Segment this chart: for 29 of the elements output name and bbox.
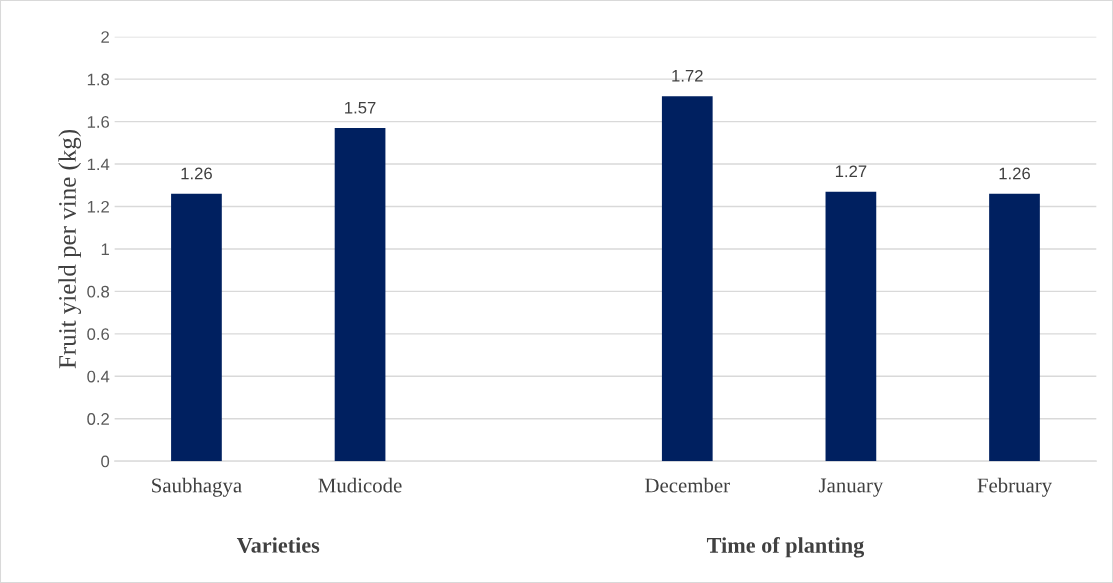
- data-label: 1.27: [835, 165, 867, 178]
- y-axis-title: Fruit yield per vine (kg): [58, 129, 82, 369]
- y-tick-label: 0: [101, 455, 110, 468]
- x-tick-label: Mudicode: [318, 477, 402, 493]
- bar: [334, 127, 386, 462]
- data-label: 1.72: [672, 69, 703, 82]
- y-tick-label: 1.6: [87, 116, 110, 128]
- text: Varieties: [236, 537, 320, 553]
- y-tick-label: 1: [101, 243, 109, 255]
- y-tick-label: 0.8: [87, 285, 110, 298]
- data-label: 1.26: [181, 167, 212, 180]
- x-tick-label: December: [645, 477, 730, 493]
- data-label: 1.26: [999, 167, 1030, 180]
- y-tick-label: 0.4: [87, 370, 110, 383]
- bar: [661, 96, 713, 462]
- data-label: 1.57: [345, 101, 376, 114]
- y-tick-label: 2: [101, 31, 109, 43]
- bar: [825, 191, 877, 462]
- y-tick-label: 1.8: [87, 73, 110, 86]
- y-tick-label: 1.2: [87, 200, 109, 213]
- y-tick-label: 0.2: [87, 413, 109, 425]
- x-tick-label: January: [818, 478, 884, 497]
- y-tick-label: 0.6: [87, 328, 110, 341]
- text: Time of planting: [706, 536, 865, 558]
- y-tick-label: 1.4: [87, 158, 110, 171]
- x-tick-label: Saubhagya: [152, 477, 242, 497]
- x-tick-label: February: [977, 477, 1053, 497]
- bar: [989, 193, 1040, 462]
- bar: [171, 193, 222, 462]
